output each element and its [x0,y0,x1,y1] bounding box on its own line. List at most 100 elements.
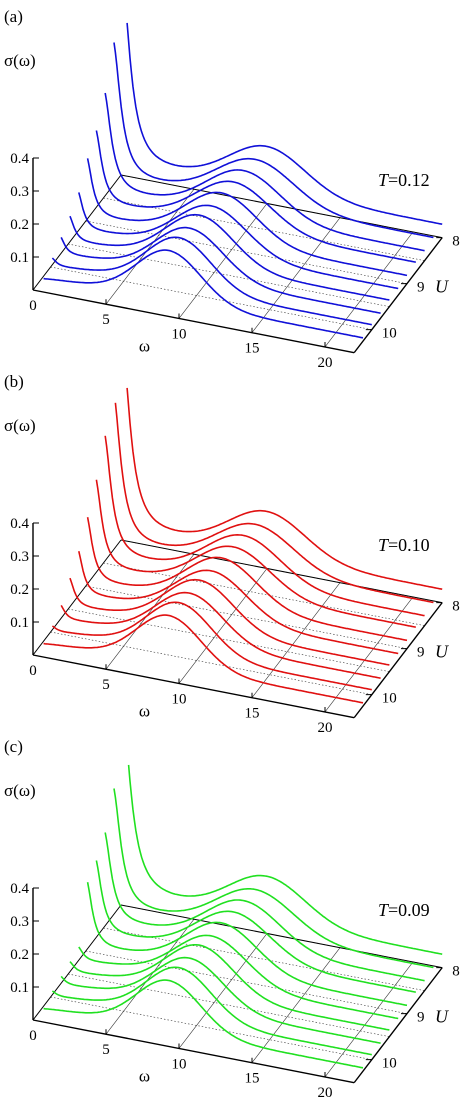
temperature-label: T=0.12 [378,170,430,190]
u-tick-label: 10 [382,691,397,707]
omega-tick-label: 15 [245,706,260,722]
floor-left-edge [32,904,122,1021]
u-axis-label: U [435,642,449,662]
series-line-u-8 [127,764,443,955]
series-line-u-8.25 [113,42,434,239]
omega-tick-label: 20 [318,720,333,736]
axes [32,157,443,354]
chart-panel-c: 0.1 0.2 0.3 0.4 0 5 10 15 20 8 9 U 10 (c) σ(ω) ω T=0.09 [4,737,460,1101]
omega-axis [32,1019,355,1084]
series-line-u-10.25 [43,614,364,704]
series-line-u-10 [51,601,372,691]
omega-tick-label: 0 [29,1028,37,1044]
series-line-u-9.25 [78,551,399,655]
y-axis-label: σ(ω) [4,51,36,70]
omega-tick-label: 20 [318,1085,333,1101]
sigma-tick-label: 0.3 [10,914,29,930]
omega-tick-label: 0 [29,298,37,314]
panel-b: 0.1 0.2 0.3 0.4 0 5 10 15 20 8 9 U 10 (b) σ(ω) ω T=0.10 [0,365,471,736]
y-axis-label: σ(ω) [4,416,36,435]
u-tick-label: 8 [452,234,460,250]
series-line-u-9.5 [69,213,390,301]
series-line-u-8.75 [95,479,416,628]
omega-tick-label: 5 [102,312,110,328]
series-line-u-8.5 [104,832,425,982]
series-line-u-10.25 [43,249,364,339]
u-tick-label: 9 [417,280,425,296]
u-tick-label: 9 [417,645,425,661]
chart-panel-b: 0.1 0.2 0.3 0.4 0 5 10 15 20 8 9 U 10 (b) σ(ω) ω T=0.10 [4,372,460,736]
series-line-u-9.25 [78,192,399,290]
u-axis-label: U [435,1007,449,1027]
series-lines [43,387,443,704]
panel-label: (b) [4,372,24,391]
series-line-u-8 [126,387,443,590]
u-axis [353,602,443,719]
series-line-u-10 [51,966,372,1056]
grid-line-omega [178,568,268,684]
floor-back-edge [120,539,443,604]
sigma-tick-label: 0.4 [10,881,29,897]
sigma-tick-label: 0.1 [10,980,29,996]
omega-tick-label: 10 [172,691,187,707]
series-line-u-9 [86,882,408,1007]
sigma-tick-label: 0.4 [10,151,29,167]
u-tick-label: 8 [452,964,460,980]
chart-panel-a: 0.1 0.2 0.3 0.4 0 5 10 15 20 8 9 U 10 (a) σ(ω) ω T=0.12 [4,7,460,371]
panel-label: (a) [4,7,23,26]
grid-line-omega [178,203,268,319]
series-lines [43,22,443,339]
series-line-u-8 [126,22,443,225]
series-line-u-9.75 [60,956,381,1044]
floor-back-edge [120,904,443,969]
grid-line-omega [324,961,414,1078]
panel-label: (c) [4,737,23,756]
series-line-u-8.5 [104,435,425,617]
u-tick-label: 10 [382,326,397,342]
floor-back-edge [120,174,443,239]
x-axis-label: ω [139,1066,150,1085]
series-line-u-8.25 [114,402,434,604]
omega-axis [32,289,355,354]
x-axis-label: ω [139,336,150,355]
sigma-tick-label: 0.4 [10,516,29,532]
omega-tick-label: 5 [102,677,110,693]
grid-line-omega [324,596,414,713]
sigma-tick-label: 0.2 [10,947,29,963]
sigma-tick-label: 0.1 [10,250,29,266]
panel-a: 0.1 0.2 0.3 0.4 0 5 10 15 20 8 9 U 10 (a) σ(ω) ω T=0.12 [0,0,471,371]
series-line-u-10.25 [43,979,364,1069]
panel-c: 0.1 0.2 0.3 0.4 0 5 10 15 20 8 9 U 10 (c) σ(ω) ω T=0.09 [0,730,471,1101]
series-line-u-8.25 [113,788,434,969]
u-tick-label: 10 [382,1056,397,1072]
u-tick-label: 9 [417,1010,425,1026]
grid-line-omega [324,231,414,348]
series-line-u-9.5 [69,577,390,666]
sigma-tick-label: 0.2 [10,217,29,233]
labels: 0.1 0.2 0.3 0.4 0 5 10 15 20 8 9 U 10 (c) σ(ω) ω T=0.09 [4,737,460,1101]
omega-tick-label: 10 [172,1056,187,1072]
grid-line-omega [251,947,341,1063]
labels: 0.1 0.2 0.3 0.4 0 5 10 15 20 8 9 U 10 (b) σ(ω) ω T=0.10 [4,372,460,736]
omega-tick-label: 15 [245,1071,260,1087]
sigma-tick-label: 0.3 [10,184,29,200]
sigma-tick-label: 0.1 [10,615,29,631]
series-line-u-10 [51,236,372,326]
grid-line-omega [178,933,268,1049]
temperature-label: T=0.10 [378,535,430,555]
omega-axis [32,654,355,719]
series-line-u-8.75 [95,860,416,993]
series-line-u-9.75 [60,591,381,679]
grid-line-omega [251,217,341,333]
axes [32,887,443,1084]
omega-tick-label: 5 [102,1042,110,1058]
u-axis [353,967,443,1084]
omega-tick-label: 10 [172,326,187,342]
temperature-label: T=0.09 [378,900,430,920]
series-line-u-8.75 [95,130,416,263]
sigma-tick-label: 0.2 [10,582,29,598]
x-axis-label: ω [139,701,150,720]
omega-tick-label: 0 [29,663,37,679]
series-line-u-8.5 [104,92,425,252]
